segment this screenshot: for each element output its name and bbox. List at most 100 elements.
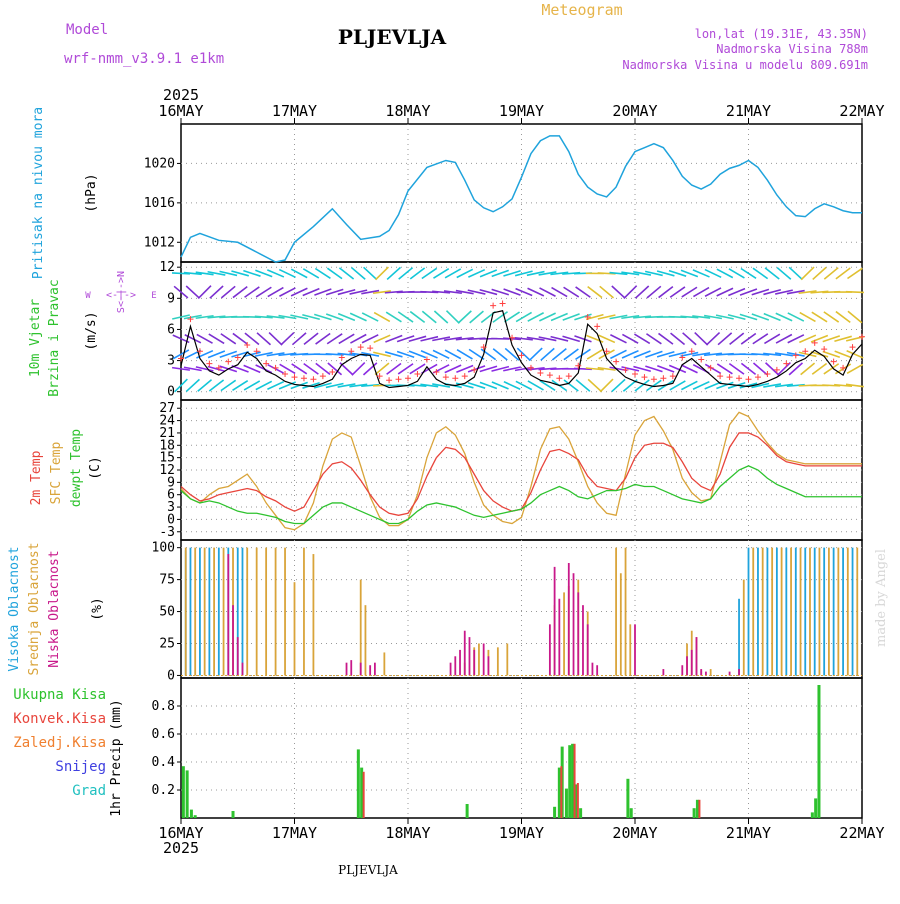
y-tick-label: 1016 — [144, 196, 175, 211]
wind-barb — [588, 379, 601, 391]
y-tick-label: 50 — [159, 605, 175, 620]
wind-barb — [695, 333, 708, 346]
gust-marker — [651, 376, 657, 382]
x-tick-label-bottom: 21MAY — [726, 824, 771, 842]
gust-marker — [367, 345, 373, 351]
wind-barb — [434, 311, 447, 323]
y-tick-label: 9 — [167, 291, 175, 306]
precip-legend-item: Konvek.Kisa — [13, 711, 106, 727]
y-tick-label: 1012 — [144, 235, 175, 250]
wind-barb — [765, 268, 779, 279]
wind-barb — [707, 333, 720, 345]
x-tick-label-bottom: 22MAY — [839, 824, 884, 842]
precip-bar-total — [630, 808, 633, 818]
gust-marker — [746, 376, 752, 382]
wind-barb — [552, 349, 566, 360]
gust-marker — [755, 374, 761, 380]
gust-marker — [717, 373, 723, 379]
precip-bar-total — [553, 807, 556, 818]
wind-barb — [813, 267, 826, 279]
wind-barb — [612, 379, 625, 391]
gust-marker — [358, 344, 364, 350]
y-tick-label: 25 — [159, 637, 175, 652]
wind-barb — [269, 333, 282, 346]
dewpt-label: dewpt Temp — [69, 429, 84, 507]
wind-barb — [600, 286, 614, 298]
wind-barb — [635, 286, 648, 298]
wind-barb — [339, 268, 353, 279]
gust-marker — [329, 369, 335, 375]
wind-barb — [281, 333, 294, 345]
gust-marker — [850, 344, 856, 350]
gust-marker — [556, 375, 562, 381]
wind-barb — [848, 311, 862, 322]
temp2m-label: 2m Temp — [29, 450, 44, 505]
wind-barb — [352, 363, 365, 376]
cloud-low-label: Niska Oblacnost — [47, 550, 62, 667]
gust-marker — [566, 373, 572, 379]
gust-marker — [613, 359, 619, 365]
y-tick-label: 0.8 — [152, 699, 175, 714]
wind-barb — [718, 333, 732, 345]
gust-marker — [225, 359, 231, 365]
compass-e-label: E — [151, 291, 156, 301]
gust-marker — [320, 373, 326, 379]
gust-marker — [396, 376, 402, 382]
wind-barb — [647, 286, 661, 298]
gust-marker — [500, 301, 506, 307]
wind-barb — [730, 333, 744, 344]
precip-label: 1hr Precip (mm) — [109, 699, 124, 816]
wind-barb — [576, 380, 590, 392]
wind-barb — [316, 363, 330, 374]
wind-barb — [304, 333, 318, 344]
precip-bar-total — [186, 770, 189, 818]
tempsfc-label: SFC Temp — [49, 442, 64, 505]
gust-marker — [386, 377, 392, 383]
model-label: Model — [66, 22, 108, 38]
wind-barb — [801, 363, 815, 374]
gust-marker — [547, 372, 553, 378]
precip-bar-conv — [698, 800, 700, 818]
gust-marker — [727, 374, 733, 380]
gust-marker — [594, 323, 600, 329]
temp-unit: (C) — [88, 456, 103, 479]
y-tick-label: 0.4 — [152, 755, 176, 770]
x-tick-label-bottom: 17MAY — [272, 824, 317, 842]
wind-barb — [671, 333, 685, 344]
y-tick-label: 0 — [167, 385, 175, 400]
y-tick-label: 0 — [167, 668, 175, 683]
plot-area: 101210161020036912-303691215182124270255… — [7, 102, 885, 842]
y-tick-label: 75 — [159, 573, 175, 588]
gust-marker — [206, 361, 212, 367]
x-tick-label-top: 19MAY — [499, 102, 544, 120]
wind-barb — [210, 286, 223, 298]
gust-marker — [490, 303, 496, 309]
lonlat-label: lon,lat (19.31E, 43.35N) — [695, 27, 868, 41]
wind-barb — [257, 333, 270, 345]
product-title: Meteogram — [541, 1, 622, 19]
altitude-label: Nadmorska Visina 788m — [716, 42, 868, 56]
precip-legend-item: Ukupna Kisa — [13, 687, 106, 703]
cloud-mid-label: Srednja Oblacnost — [27, 542, 42, 675]
pressure-label: Pritisak na nivou mora — [31, 107, 46, 279]
x-tick-label-bottom: 18MAY — [385, 824, 430, 842]
gust-marker — [831, 359, 837, 365]
precip-legend-item: Grad — [72, 783, 106, 799]
wind-barb — [186, 379, 199, 391]
cloud-high-label: Visoka Oblacnost — [7, 546, 22, 671]
precip-bar-total — [814, 798, 817, 818]
x-tick-label-bottom: 19MAY — [499, 824, 544, 842]
wind-barb — [422, 311, 436, 322]
x-tick-label-top: 22MAY — [839, 102, 884, 120]
precip-bar-total — [182, 766, 185, 818]
precip-legend-item: Zaledj.Kisa — [13, 735, 106, 751]
wind-barb — [846, 292, 864, 293]
wind-barb — [789, 363, 802, 375]
gust-marker — [783, 361, 789, 367]
wind-label-1: 10m Vjetar — [28, 299, 43, 377]
wind-barbs — [172, 267, 864, 392]
wind-barb — [364, 267, 377, 279]
precip-bar-total — [190, 810, 193, 818]
gust-marker — [641, 374, 647, 380]
